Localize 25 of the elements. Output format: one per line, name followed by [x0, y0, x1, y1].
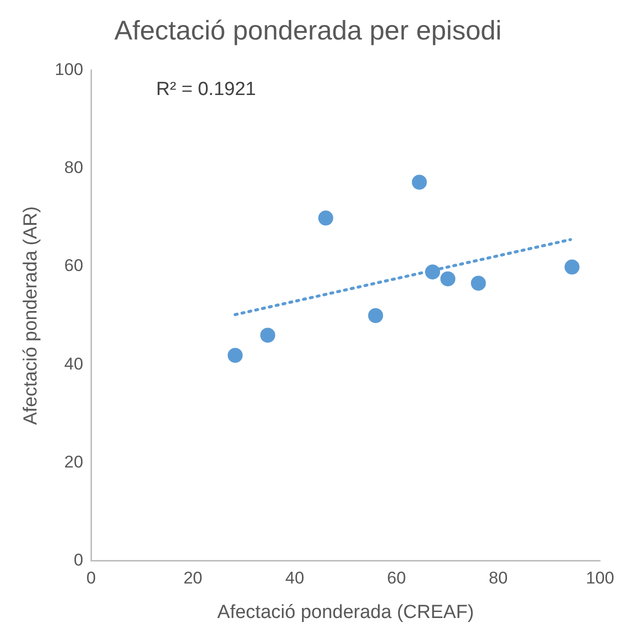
y-axis-title: Afectació ponderada (AR): [20, 206, 42, 425]
point: [228, 348, 243, 363]
x-tick-label: 20: [183, 568, 202, 588]
point: [318, 210, 334, 226]
y-tick-label: 20: [64, 452, 84, 472]
chart-title: Afectació ponderada per episodi: [114, 16, 502, 46]
y-tick-label: 80: [64, 158, 84, 178]
point: [260, 328, 276, 343]
x-tick-label: 80: [488, 568, 508, 588]
point: [564, 260, 580, 275]
x-tick-label: 100: [586, 568, 614, 588]
y-tick-label: 60: [64, 256, 84, 276]
y-tick-label: 0: [74, 550, 84, 570]
y-tick-label: 40: [64, 354, 84, 374]
annotation: R² = 0.1921: [156, 79, 256, 100]
point: [440, 271, 456, 286]
point: [425, 264, 440, 280]
x-axis-title: Afectació ponderada (CREAF): [217, 602, 474, 623]
y-tick-label: 100: [54, 60, 84, 80]
point: [412, 174, 427, 190]
x-tick-label: 0: [86, 568, 96, 588]
point: [470, 276, 486, 291]
x-tick-label: 40: [285, 568, 304, 588]
point: [368, 308, 384, 324]
x-tick-label: 60: [387, 568, 406, 588]
